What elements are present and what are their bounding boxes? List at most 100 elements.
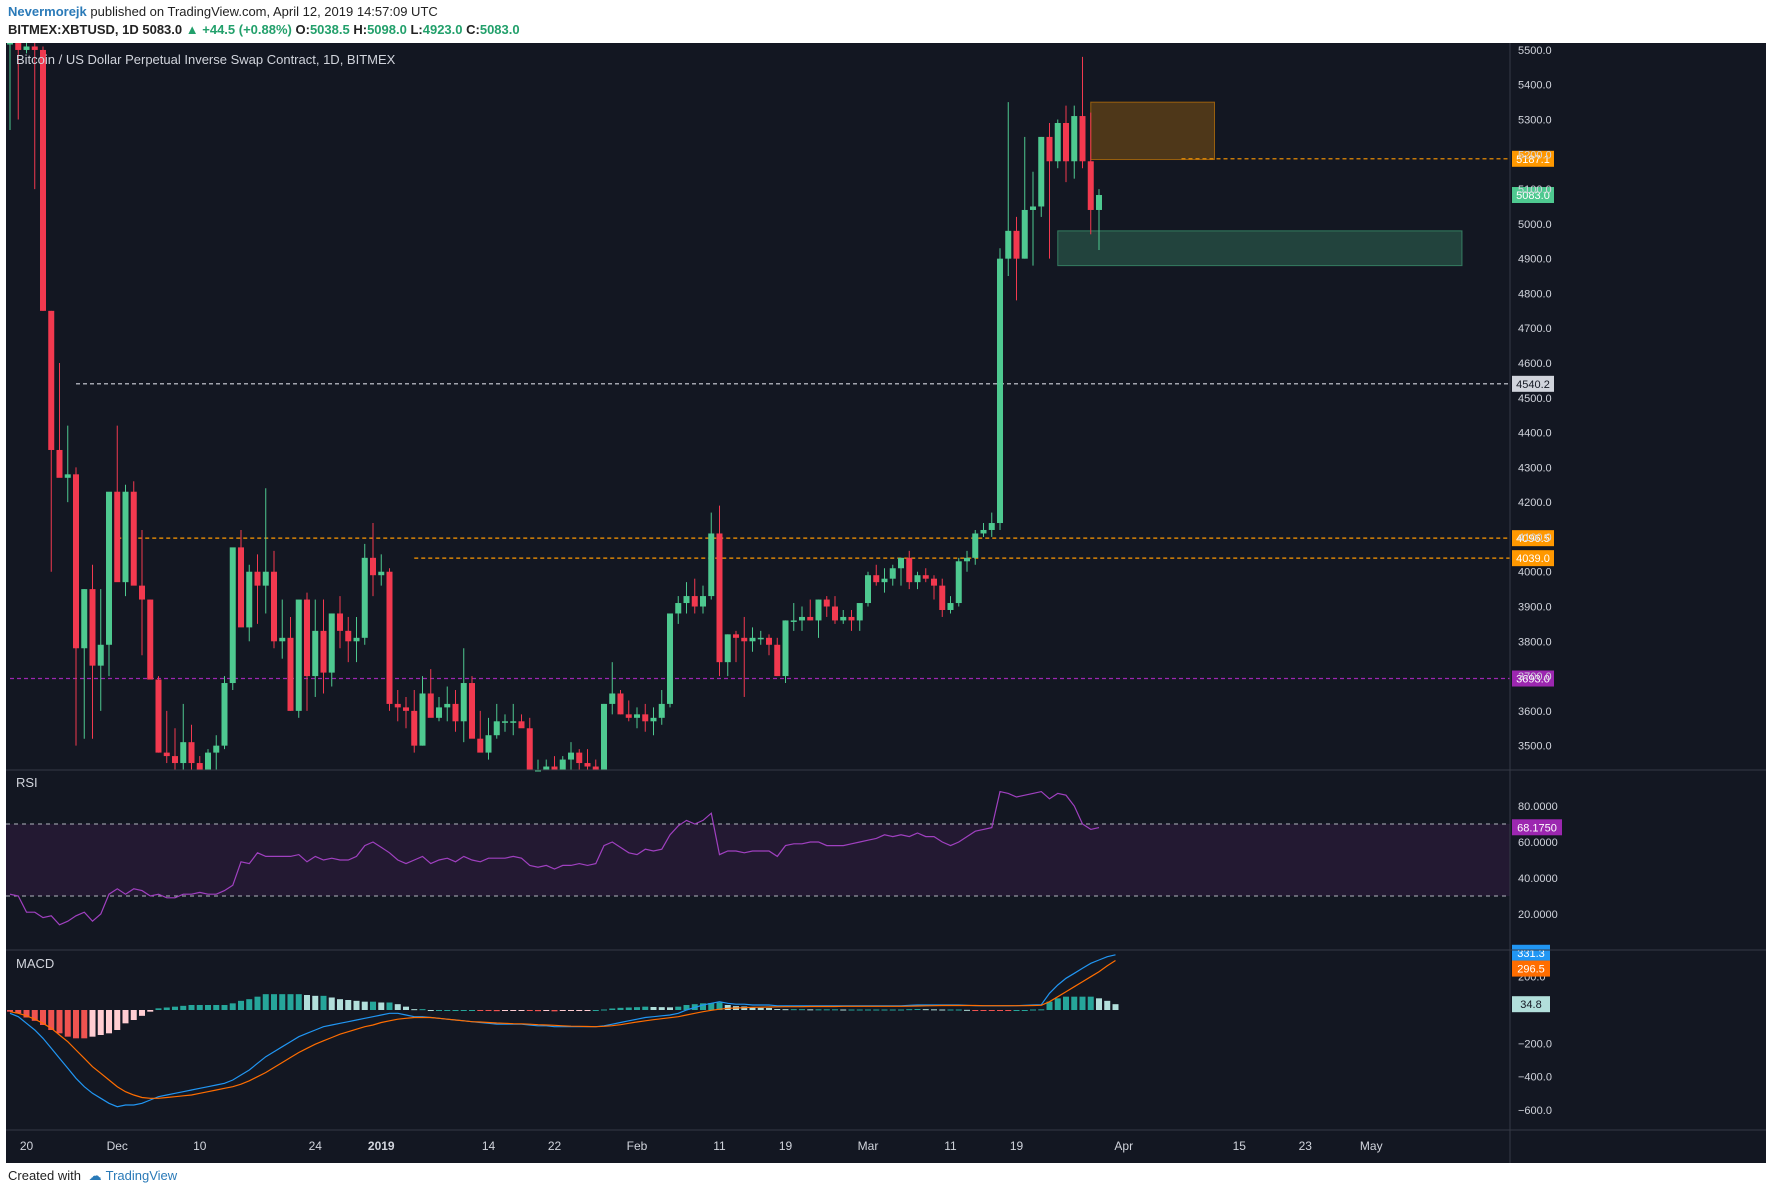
macd-histogram-bar xyxy=(378,1002,385,1010)
time-tick-label: 11 xyxy=(713,1139,726,1153)
macd-line xyxy=(9,954,1116,1108)
levels-layer: 5187.1 5083.0 4540.2 4096.5 4039.0 3693.0 xyxy=(10,150,1554,687)
macd-histogram-bar xyxy=(815,1009,822,1011)
zones-layer xyxy=(1057,101,1463,267)
candle-body xyxy=(172,756,178,764)
time-tick-label: 19 xyxy=(1010,1139,1024,1153)
candle-body xyxy=(914,575,921,583)
candle-body xyxy=(64,474,71,478)
macd-histogram-bar xyxy=(312,995,319,1010)
macd-histogram-bar xyxy=(832,1009,838,1011)
level-price-label: 4540.2 xyxy=(1516,379,1550,391)
candle-body xyxy=(708,533,715,597)
tradingview-brand[interactable]: TradingView xyxy=(105,1168,178,1183)
candle-body xyxy=(427,693,434,718)
candle-body xyxy=(328,613,335,673)
candle-body xyxy=(691,596,698,607)
macd-histogram-bar xyxy=(617,1007,624,1010)
macd-histogram-bar xyxy=(840,1009,847,1011)
candle-body xyxy=(485,735,492,753)
candle-body xyxy=(510,721,517,723)
macd-histogram-bar xyxy=(939,1009,946,1011)
macd-histogram-bar xyxy=(114,1010,121,1030)
chart-title: Bitcoin / US Dollar Perpetual Inverse Sw… xyxy=(16,52,396,67)
candle-body xyxy=(947,603,954,610)
candle-body xyxy=(502,721,508,723)
candle-body xyxy=(1063,123,1069,162)
candle-body xyxy=(807,616,814,621)
price-tick-label: 4200.0 xyxy=(1518,497,1552,509)
candle-body xyxy=(832,606,838,621)
candle-body xyxy=(89,589,96,666)
tradingview-logo-icon[interactable]: ☁ xyxy=(88,1168,102,1183)
high-label: H: xyxy=(353,22,368,37)
candle-body xyxy=(320,630,327,673)
macd-histogram-bar xyxy=(81,1010,88,1039)
macd-histogram-bar xyxy=(914,1009,921,1010)
candle-body xyxy=(964,557,970,562)
candle-body xyxy=(650,717,657,722)
level-price-label: 3693.0 xyxy=(1516,674,1550,686)
candle-body xyxy=(188,742,195,764)
macd-histogram-bar xyxy=(345,1000,352,1010)
author-name[interactable]: Nevermorejk xyxy=(8,4,87,19)
macd-histogram-bar xyxy=(295,994,302,1010)
macd-histogram-bar xyxy=(774,1009,781,1010)
macd-histogram-bar xyxy=(510,1010,517,1011)
rsi-tick-label: 40.0000 xyxy=(1518,873,1558,885)
macd-histogram-bar xyxy=(749,1007,756,1010)
candle-body xyxy=(353,637,360,642)
time-tick-label: 23 xyxy=(1299,1139,1313,1153)
level-price-tag xyxy=(1512,670,1554,687)
macd-histogram-bar xyxy=(493,1010,500,1012)
price-axis[interactable]: 5500.0 5400.0 5300.0 5200.0 5100.0 5000.0 4900… xyxy=(6,43,1766,1163)
macd-histogram-bar xyxy=(716,1002,723,1010)
candle-body xyxy=(716,533,723,663)
candles-layer xyxy=(7,43,1102,772)
chart-background xyxy=(6,43,1766,1163)
macd-histogram-bar xyxy=(139,1010,145,1016)
up-arrow-icon: ▲ xyxy=(185,22,199,37)
rsi-title: RSI xyxy=(16,775,38,790)
rsi-tick-label: 80.0000 xyxy=(1518,801,1558,813)
macd-histogram-bar xyxy=(980,1010,987,1011)
price-tick-label: 3600.0 xyxy=(1518,706,1552,718)
macd-value-label: 296.5 xyxy=(1517,964,1545,976)
candle-body xyxy=(419,693,426,746)
macd-histogram-bar xyxy=(543,1010,550,1011)
candle-body xyxy=(617,693,624,715)
time-tick-label: Apr xyxy=(1114,1139,1133,1153)
time-axis[interactable]: 20 Dec 10 24 2019 14 22 Feb 11 19 Mar 11 19 Apr 15 23 Ma… xyxy=(20,1139,1383,1153)
candle-body xyxy=(403,707,409,711)
symbol-line: BITMEX:XBTUSD, 1D 5083.0 ▲ +44.5 (+0.88%… xyxy=(8,22,520,37)
candle-body xyxy=(865,575,871,604)
macd-histogram-bar xyxy=(700,1003,706,1010)
macd-histogram-bar xyxy=(502,1010,508,1011)
candle-body xyxy=(56,449,63,478)
macd-histogram-bar xyxy=(23,1010,30,1018)
candle-body xyxy=(774,644,781,677)
macd-histogram-bar xyxy=(361,1001,368,1010)
candle-body xyxy=(906,557,913,583)
candle-body xyxy=(279,637,286,642)
candle-body xyxy=(106,491,112,645)
macd-histogram-bar xyxy=(667,1007,673,1010)
price-tick-label: 4500.0 xyxy=(1518,393,1552,405)
candle-body xyxy=(163,752,170,757)
time-tick-label: 20 xyxy=(20,1139,34,1153)
candle-body xyxy=(246,571,253,628)
macd-histogram-bar xyxy=(848,1009,855,1011)
macd-histogram-bar xyxy=(898,1009,904,1011)
macd-histogram-bar xyxy=(568,1010,574,1011)
footer: Created with ☁ TradingView xyxy=(8,1168,177,1184)
time-tick-label: 15 xyxy=(1233,1139,1247,1153)
candle-body xyxy=(972,533,979,558)
macd-histogram-bar xyxy=(64,1010,71,1037)
macd-histogram-bar xyxy=(452,1010,459,1011)
macd-histogram-bar xyxy=(229,1003,236,1010)
macd-histogram-bar xyxy=(403,1006,409,1010)
candle-body xyxy=(23,46,30,50)
candle-body xyxy=(155,679,162,753)
time-tick-label: Dec xyxy=(107,1139,128,1153)
